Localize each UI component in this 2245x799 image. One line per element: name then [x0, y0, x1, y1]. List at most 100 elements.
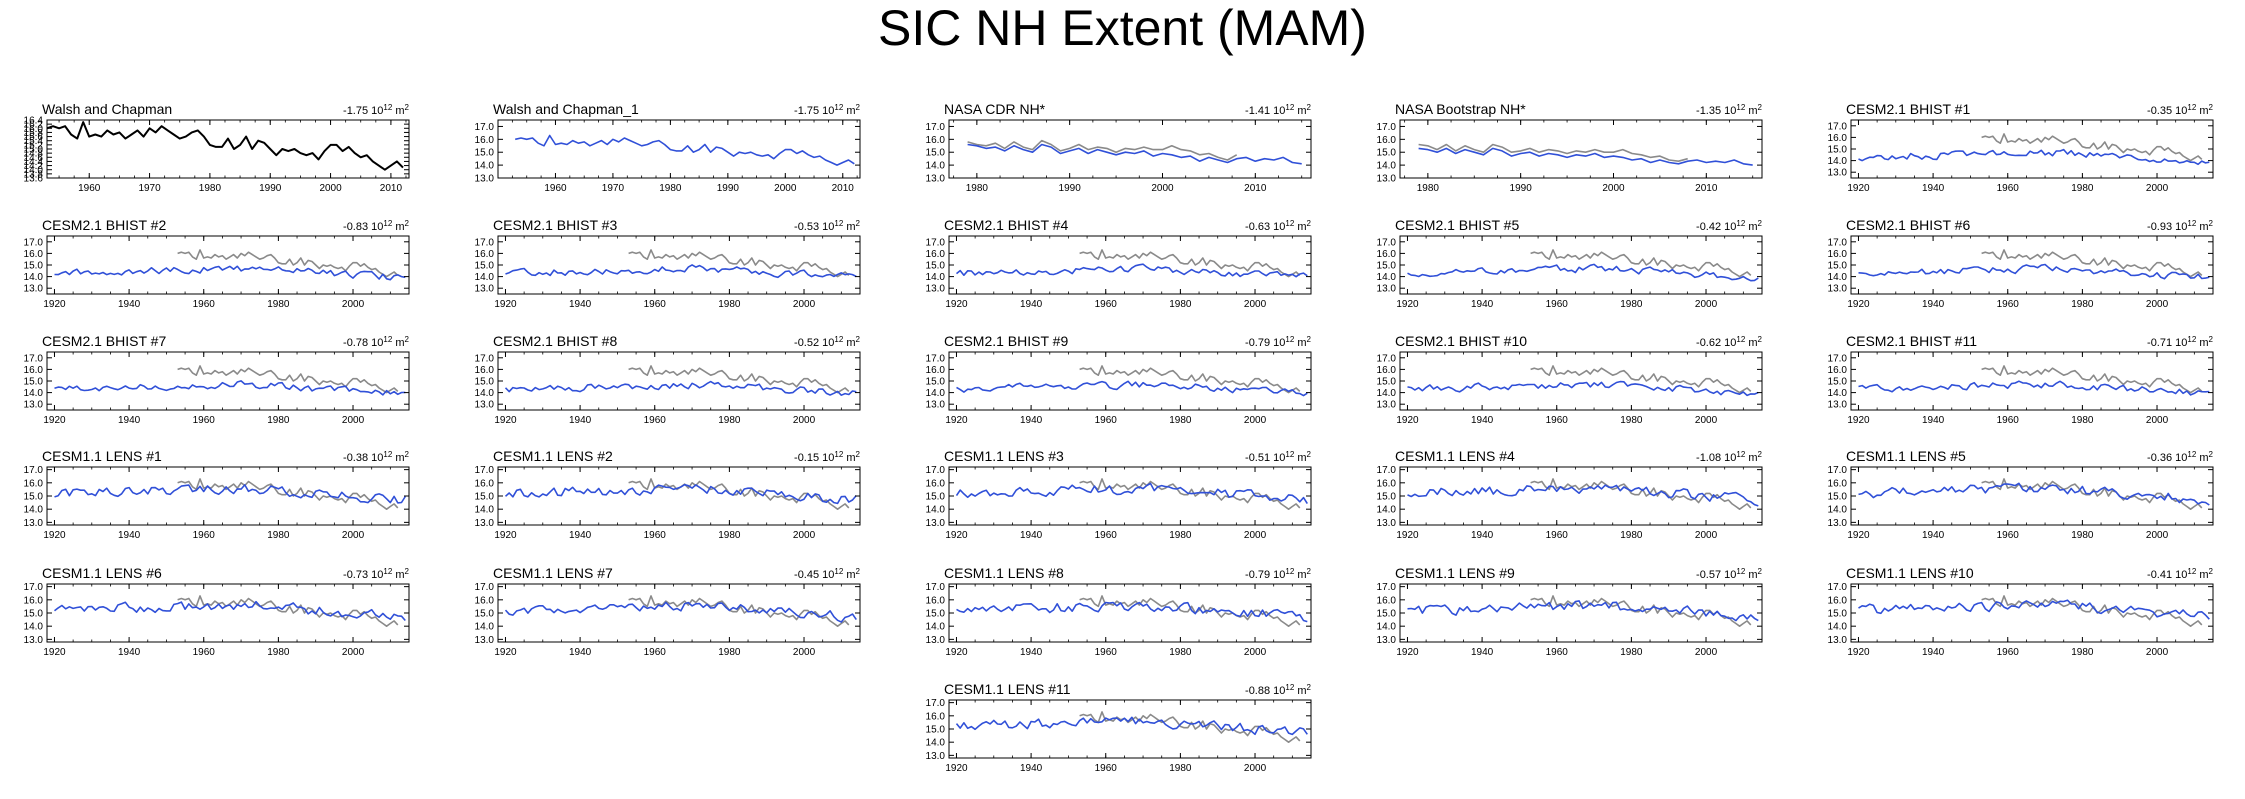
x-tick-label: 1960: [644, 530, 667, 541]
panel-title: CESM2.1 BHIST #11: [1846, 333, 1977, 349]
model-line: [54, 484, 406, 504]
observation-overlay-line: [967, 139, 1238, 161]
y-tick-label: 17.0: [926, 122, 946, 133]
panel-trend: -1.41 1012 m2: [1245, 103, 1312, 117]
y-tick-label: 14.4: [24, 157, 44, 168]
panel-cesm2-1-bhist-4: CESM2.1 BHIST #4 -0.63 1012 m2 1920 1940 196…: [926, 217, 1312, 310]
x-tick-label: 2000: [2146, 530, 2169, 541]
panel-title: CESM2.1 BHIST #8: [493, 333, 617, 349]
model-line: [504, 380, 857, 397]
y-tick-label: 14.0: [1377, 161, 1397, 172]
y-tick-label: 17.0: [24, 237, 44, 248]
y-tick-label: 16.0: [1377, 249, 1397, 260]
y-tick-label: 15.0: [24, 261, 44, 272]
x-tick-label: 1920: [1847, 530, 1870, 541]
panel-title: CESM1.1 LENS #5: [1846, 448, 1966, 464]
x-tick-label: 1960: [644, 647, 667, 658]
y-tick-label: 15.8: [24, 128, 44, 139]
y-tick-label: 15.0: [475, 261, 495, 272]
y-tick-label: 17.0: [926, 353, 946, 364]
x-tick-label: 1980: [1620, 530, 1643, 541]
panel-frame: [1850, 583, 2214, 643]
y-tick-label: 17.0: [1377, 582, 1397, 593]
panel-title: CESM1.1 LENS #2: [493, 448, 613, 464]
panel-trend: -0.71 1012 m2: [2147, 335, 2214, 349]
panel-frame: [1399, 351, 1763, 411]
y-tick-label: 16.4: [24, 116, 44, 127]
y-tick-label: 17.0: [24, 465, 44, 476]
y-tick-label: 13.0: [475, 518, 495, 529]
panel-frame: [1850, 119, 2214, 179]
x-tick-label: 1980: [267, 530, 290, 541]
x-tick-label: 1980: [1620, 299, 1643, 310]
y-tick-label: 15.0: [475, 492, 495, 503]
model-line: [1858, 263, 2210, 280]
y-tick-label: 16.0: [1377, 365, 1397, 376]
panel-trend: -0.41 1012 m2: [2147, 567, 2214, 581]
panel-title: Walsh and Chapman_1: [493, 101, 639, 117]
y-tick-label: 15.0: [1828, 492, 1848, 503]
x-tick-label: 2000: [2146, 647, 2169, 658]
y-tick-label: 16.0: [475, 249, 495, 260]
y-tick-label: 14.0: [1377, 505, 1397, 516]
x-tick-label: 2000: [2146, 183, 2169, 194]
panel-title: CESM2.1 BHIST #1: [1846, 101, 1970, 117]
x-tick-label: 1980: [2071, 183, 2094, 194]
x-tick-label: 1920: [945, 415, 968, 426]
observation-overlay-line: [628, 249, 850, 278]
y-tick-label: 13.0: [1828, 518, 1848, 529]
panel-frame: [1399, 235, 1763, 295]
y-tick-label: 13.8: [24, 169, 44, 180]
panel-cesm2-1-bhist-9: CESM2.1 BHIST #9 -0.79 1012 m2 1920 1940 196…: [926, 333, 1312, 426]
panel-trend: -0.51 1012 m2: [1245, 450, 1312, 464]
x-tick-label: 1970: [602, 183, 625, 194]
model-line: [955, 263, 1308, 278]
y-tick-label: 13.0: [24, 400, 44, 411]
x-tick-label: 1920: [1847, 299, 1870, 310]
model-line: [54, 265, 406, 281]
y-tick-label: 15.0: [24, 145, 44, 156]
y-tick-label: 15.0: [1377, 261, 1397, 272]
y-tick-label: 13.0: [926, 751, 946, 762]
observation-overlay-line: [177, 365, 399, 394]
x-tick-label: 1980: [2071, 415, 2094, 426]
x-tick-label: 1920: [945, 530, 968, 541]
y-tick-label: 15.2: [24, 140, 44, 151]
x-tick-label: 1960: [193, 415, 216, 426]
y-tick-label: 13.0: [24, 635, 44, 646]
panel-title: CESM1.1 LENS #10: [1846, 565, 1974, 581]
observation-overlay-line: [1079, 478, 1301, 511]
panel-trend: -1.35 1012 m2: [1696, 103, 1763, 117]
x-tick-label: 1980: [1620, 415, 1643, 426]
panel-frame: [1850, 351, 2214, 411]
y-tick-label: 17.0: [24, 582, 44, 593]
model-line: [956, 601, 1308, 623]
panel-frame: [1399, 119, 1763, 179]
panel-cesm1-1-lens-10: CESM1.1 LENS #10 -0.41 1012 m2 1920 1940 196…: [1828, 565, 2214, 658]
y-tick-label: 16.0: [24, 478, 44, 489]
x-tick-label: 2000: [793, 299, 816, 310]
x-tick-label: 1960: [193, 530, 216, 541]
panel-cesm1-1-lens-3: CESM1.1 LENS #3 -0.51 1012 m2 1920 1940 1960…: [926, 448, 1312, 541]
x-tick-label: 1960: [1095, 647, 1118, 658]
y-tick-label: 17.0: [475, 582, 495, 593]
y-tick-label: 15.4: [24, 136, 44, 147]
x-tick-label: 1960: [1095, 763, 1118, 774]
y-tick-label: 14.0: [24, 622, 44, 633]
x-tick-label: 2010: [832, 183, 855, 194]
x-tick-label: 1980: [1169, 299, 1192, 310]
y-tick-label: 15.0: [475, 148, 495, 159]
panel-cesm2-1-bhist-8: CESM2.1 BHIST #8 -0.52 1012 m2 1920 1940 196…: [475, 333, 861, 426]
panel-frame: [46, 351, 410, 411]
model-line: [54, 600, 406, 622]
x-tick-label: 2000: [1244, 415, 1267, 426]
observation-overlay-line: [177, 249, 399, 278]
x-tick-label: 1980: [1169, 647, 1192, 658]
panel-title: NASA CDR NH*: [944, 101, 1046, 117]
y-tick-label: 13.0: [926, 518, 946, 529]
x-tick-label: 1980: [2071, 647, 2094, 658]
y-tick-label: 14.0: [24, 165, 44, 176]
y-tick-label: 15.0: [1828, 609, 1848, 620]
panel-frame: [46, 466, 410, 526]
